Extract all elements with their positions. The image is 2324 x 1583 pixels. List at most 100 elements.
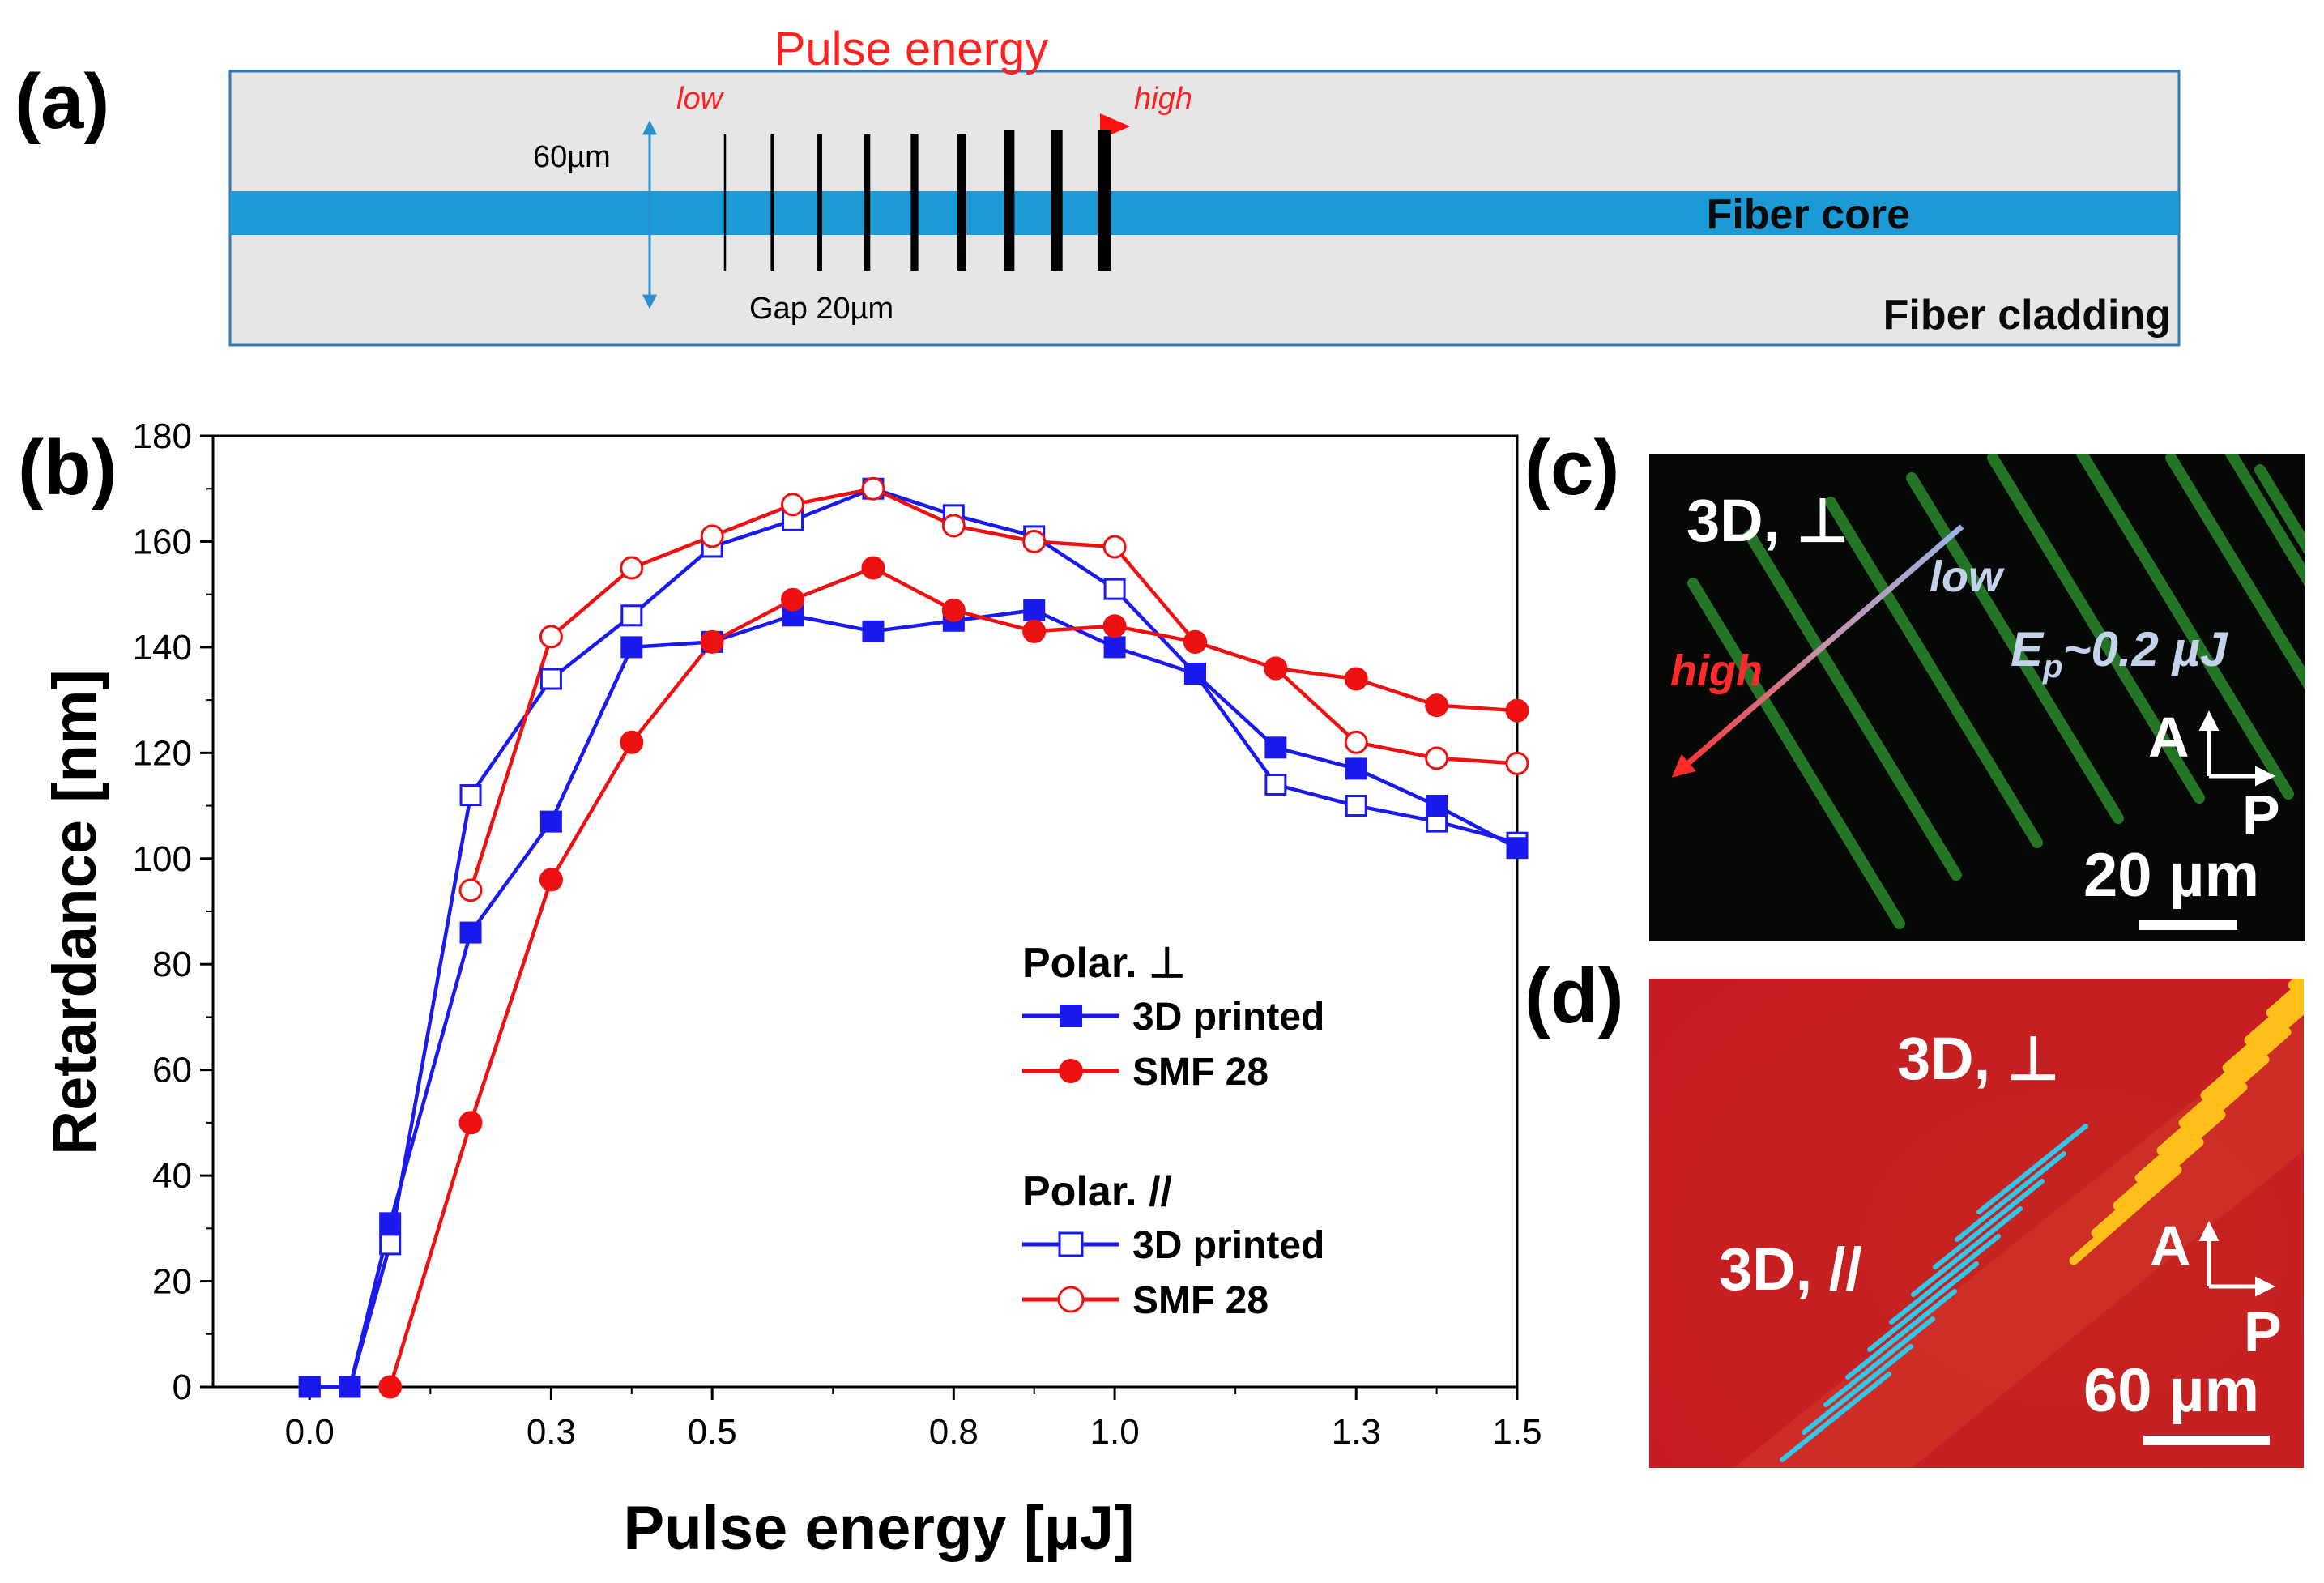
data-point — [539, 668, 562, 690]
scale-label-c: 20 µm — [2083, 841, 2259, 910]
data-point — [1023, 599, 1046, 621]
fiber-core — [230, 191, 2179, 235]
data-point — [1103, 578, 1126, 600]
cyan-track — [1867, 1261, 1979, 1352]
grating-line — [957, 134, 966, 271]
yellow-track — [2156, 1055, 2270, 1155]
data-point — [1102, 614, 1127, 638]
green-track — [2254, 464, 2305, 556]
x-tick-label: 0.0 — [285, 1412, 335, 1452]
grating-line — [864, 134, 871, 271]
cyan-track — [1911, 1206, 2023, 1297]
yellow-track — [2091, 1137, 2204, 1238]
data-point — [1345, 757, 1367, 780]
data-point — [1183, 663, 1206, 685]
polarizer-label-c: P — [2242, 783, 2280, 847]
data-point — [1264, 773, 1287, 796]
data-point — [1022, 529, 1047, 553]
scale-bar-c — [2139, 920, 2237, 930]
data-point — [1425, 693, 1449, 718]
energy-arrow-c — [1671, 524, 1964, 778]
series-line-par-open-circle — [468, 486, 1518, 891]
legend-label-3d-par: 3D printed — [1132, 1224, 1324, 1267]
micrograph-d-cyan-tracks — [1780, 1124, 2088, 1462]
data-point — [459, 921, 482, 944]
green-track — [1687, 578, 1905, 929]
panel-c-label: (c) — [1524, 425, 1619, 511]
green-track — [1987, 454, 2205, 804]
y-tick-label: 100 — [133, 839, 192, 879]
high-label-c: high — [1670, 646, 1763, 695]
gap-label: Gap 20µm — [749, 292, 893, 326]
legend-label-smf-perp: SMF 28 — [1132, 1051, 1269, 1094]
analyzer-label-c: A — [2148, 706, 2190, 769]
green-track — [1825, 497, 2043, 848]
series-line-perp-filled-circle — [388, 565, 1518, 1388]
high-label-a: high — [1134, 82, 1192, 116]
green-track — [1744, 529, 1962, 881]
data-point — [620, 636, 643, 659]
data-point — [379, 1233, 402, 1256]
data-point — [1264, 656, 1288, 681]
data-point — [539, 625, 563, 649]
scale-label-d: 60 µm — [2083, 1356, 2259, 1425]
grating-line — [1051, 130, 1063, 271]
y-tick-label: 140 — [133, 628, 192, 668]
series-line-perp-filled-square — [309, 608, 1519, 1389]
panel-a: (a) Fiber core Fiber cladding Pulse ener… — [15, 23, 2181, 347]
cyan-track — [1955, 1151, 2066, 1242]
y-tick-label: 0 — [173, 1368, 192, 1407]
cyan-track — [1823, 1316, 1935, 1407]
data-point — [1505, 698, 1529, 723]
cyan-track — [1889, 1234, 2001, 1325]
cyan-track — [1933, 1179, 2045, 1269]
micrograph-d-yellow-tracks — [2069, 979, 2304, 1265]
data-point — [781, 587, 805, 612]
analyzer-label-d: A — [2150, 1214, 2191, 1278]
energy-label-c: Ep~0.2 µJ — [2011, 622, 2228, 685]
data-point — [459, 784, 482, 807]
data-point — [379, 1212, 402, 1235]
data-point — [539, 868, 563, 892]
x-axis-title: Pulse energy [µJ] — [624, 1494, 1135, 1563]
pulse-energy-title: Pulse energy — [774, 23, 1049, 75]
data-point — [862, 620, 885, 642]
data-point — [1425, 746, 1449, 770]
yellow-track — [2200, 1002, 2304, 1100]
legend-label-3d-perp: 3D printed — [1132, 996, 1324, 1039]
data-point — [1103, 636, 1126, 659]
grating-line — [910, 134, 919, 271]
x-tick-label: 0.5 — [688, 1412, 737, 1452]
height-label: 60µm — [533, 140, 611, 174]
x-tick-label: 1.5 — [1492, 1412, 1542, 1452]
panel-b-label: (b) — [18, 425, 117, 511]
data-point — [1506, 837, 1529, 860]
data-point — [861, 556, 885, 580]
x-tick-label: 0.8 — [929, 1412, 979, 1452]
data-point — [941, 598, 966, 622]
panel-c: (c) 3D, ⊥ low high Ep~0.2 µJ A P 20 µm — [1524, 425, 2305, 941]
mode-label-d-par: 3D, // — [1719, 1235, 1862, 1303]
data-point — [458, 878, 483, 902]
fiber-cladding-label: Fiber cladding — [1883, 292, 2171, 339]
fiber-core-label: Fiber core — [1707, 191, 1910, 238]
cyan-track — [1780, 1372, 1891, 1462]
data-point — [620, 556, 644, 580]
panel-d: (d) 3D, ⊥ 3D, // A P 60 µm — [1524, 953, 2304, 1468]
legend: Polar. ⊥ 3D printed SMF 28 Polar. // 3D … — [1022, 940, 1324, 1322]
x-tick-label: 1.0 — [1090, 1412, 1140, 1452]
cyan-track — [1845, 1289, 1957, 1380]
yellow-track — [2113, 1110, 2226, 1210]
mode-label-c: 3D, ⊥ — [1686, 487, 1849, 554]
green-track — [1906, 472, 2124, 824]
grating-line — [1097, 130, 1111, 271]
grating-line — [1004, 130, 1015, 271]
green-track — [2076, 454, 2294, 800]
x-tick-label: 0.3 — [527, 1412, 576, 1452]
data-point — [339, 1376, 361, 1398]
chart-series — [298, 476, 1529, 1399]
y-tick-label: 80 — [152, 945, 192, 984]
data-point — [781, 493, 805, 517]
scale-bar-d — [2143, 1436, 2270, 1445]
